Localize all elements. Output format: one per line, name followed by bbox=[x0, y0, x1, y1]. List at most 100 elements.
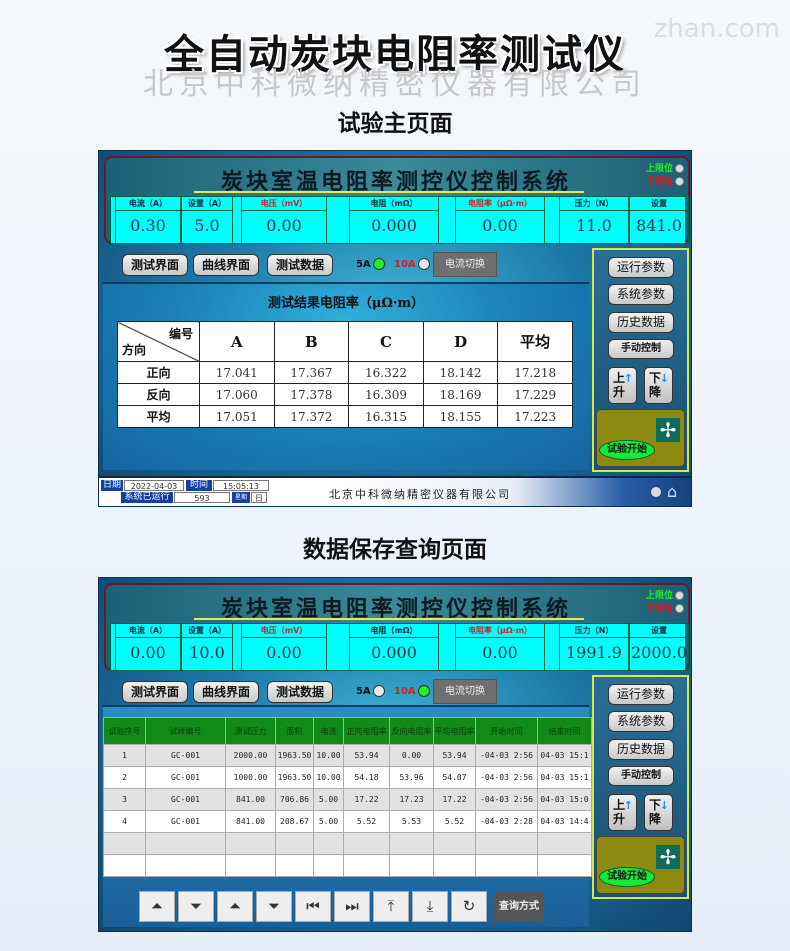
lower-limit-indicator: 下限位 bbox=[646, 174, 684, 187]
current-switch-button[interactable]: 电流切换 bbox=[433, 679, 497, 704]
table-cell bbox=[225, 854, 276, 877]
sys-params-button[interactable]: 系统参数 bbox=[608, 711, 674, 732]
lower-limit-led-icon bbox=[675, 604, 684, 613]
table-row[interactable]: 1 GC-001 2000.00 1963.50 10.00 53.94 0.00 53.94… bbox=[103, 744, 592, 767]
scroll-down-icon[interactable]: ⏷ bbox=[256, 891, 292, 922]
raise-button[interactable]: 上升 ↑ bbox=[608, 794, 637, 831]
measure-value: 11.0 bbox=[576, 216, 612, 235]
table-cell bbox=[537, 854, 592, 877]
table-cell: 2000.00 bbox=[225, 744, 276, 767]
table-cell: 53.94 bbox=[433, 744, 476, 767]
measure-cell: 电阻（mΩ） 0.000 bbox=[349, 197, 439, 243]
table-cell: 53.96 bbox=[389, 766, 434, 789]
results-table: 编号 方向 A B C D 平均 正向 17.041 17.367 16.322 18.142 17.2… bbox=[117, 321, 573, 428]
measure-value: 0.00 bbox=[130, 643, 166, 662]
table-row[interactable]: 4 GC-001 841.00 208.67 5.00 5.52 5.53 5.52 -04-0… bbox=[103, 810, 592, 833]
result-cell: 18.169 bbox=[422, 383, 499, 406]
column-header: 测试压力 bbox=[225, 717, 276, 745]
measure-cell: 设置（A） 10.0 bbox=[181, 624, 233, 670]
prev-icon[interactable]: ⏮ bbox=[295, 891, 331, 922]
test-data-button[interactable]: 测试数据 bbox=[267, 254, 333, 276]
current-switch-button[interactable]: 电流切换 bbox=[433, 252, 497, 277]
lower-button[interactable]: 下降 ↓ bbox=[644, 794, 673, 831]
measure-cell: 设置 841.0 bbox=[629, 197, 689, 243]
row-label: 反向 bbox=[117, 383, 200, 406]
table-cell bbox=[389, 854, 434, 877]
start-area: ✢ 试验开始 bbox=[596, 409, 685, 467]
table-row[interactable] bbox=[103, 832, 592, 855]
table-cell: 1963.50 bbox=[275, 744, 314, 767]
start-area: ✢ 试验开始 bbox=[596, 836, 685, 894]
next-icon[interactable]: ⏭ bbox=[334, 891, 370, 922]
upper-limit-led-icon bbox=[675, 591, 684, 600]
test-screen-button[interactable]: 测试界面 bbox=[122, 254, 188, 276]
time-label: 时间 bbox=[186, 480, 212, 491]
run-params-button[interactable]: 运行参数 bbox=[608, 257, 674, 278]
measure-label: 电阻（mΩ） bbox=[350, 624, 438, 638]
result-cell: 17.378 bbox=[273, 383, 350, 406]
measure-label: 设置 bbox=[630, 197, 688, 211]
result-cell: 17.367 bbox=[273, 361, 350, 384]
refresh-icon[interactable]: ↻ bbox=[451, 891, 487, 922]
fan-icon: ✢ bbox=[656, 418, 680, 442]
scroll-up-icon[interactable]: ⏶ bbox=[217, 891, 253, 922]
table-cell: -04-03 2:56 bbox=[475, 744, 538, 767]
table-cell bbox=[103, 854, 146, 877]
table-row: 反向 17.060 17.378 16.309 18.169 17.229 bbox=[117, 383, 573, 406]
result-cell: 17.372 bbox=[273, 405, 350, 428]
table-cell bbox=[433, 832, 476, 855]
table-row[interactable]: 2 GC-001 1000.00 1963.50 10.00 54.18 53.96 54.0… bbox=[103, 766, 592, 789]
main-title: 全自动炭块电阻率测试仪 bbox=[164, 32, 626, 78]
history-button[interactable]: 历史数据 bbox=[608, 739, 674, 760]
measure-value: 2000.0 bbox=[631, 643, 687, 662]
led-5a: 5A bbox=[356, 258, 385, 270]
result-cell: 17.051 bbox=[199, 405, 275, 428]
result-cell: 17.229 bbox=[497, 383, 573, 406]
table-cell: 17.23 bbox=[389, 788, 434, 811]
arrow-down-icon: ↓ bbox=[659, 372, 669, 385]
result-cell: 17.223 bbox=[497, 405, 573, 428]
measure-value: 0.30 bbox=[130, 216, 166, 235]
start-test-button[interactable]: 试验开始 bbox=[599, 867, 655, 887]
led-5a: 5A bbox=[356, 685, 385, 697]
curve-screen-button[interactable]: 曲线界面 bbox=[193, 254, 259, 276]
test-screen-button[interactable]: 测试界面 bbox=[122, 681, 188, 703]
bottom-icon[interactable]: ⤓ bbox=[412, 891, 448, 922]
test-data-button[interactable]: 测试数据 bbox=[267, 681, 333, 703]
start-test-button[interactable]: 试验开始 bbox=[599, 440, 655, 460]
measure-value: 0.00 bbox=[266, 643, 302, 662]
runtime-value: 593 bbox=[174, 492, 230, 503]
title-underline bbox=[194, 191, 584, 193]
page-last-icon[interactable]: ⏷ bbox=[178, 891, 214, 922]
curve-screen-button[interactable]: 曲线界面 bbox=[193, 681, 259, 703]
measure-value: 5.0 bbox=[194, 216, 220, 235]
measure-label: 电阻率（μΩ·m） bbox=[456, 624, 544, 638]
home-icon[interactable]: ⌂ bbox=[667, 482, 678, 501]
side-control-panel: 运行参数 系统参数 历史数据 手动控制 上升 ↑ 下降 ↓ ✢ 试验开始 bbox=[592, 675, 689, 899]
table-cell: 841.00 bbox=[225, 788, 276, 811]
table-cell: 17.22 bbox=[343, 788, 390, 811]
manual-control-button[interactable]: 手动控制 bbox=[608, 339, 674, 359]
top-icon[interactable]: ⤒ bbox=[373, 891, 409, 922]
table-cell: 1963.50 bbox=[275, 766, 314, 789]
page-first-icon[interactable]: ⏶ bbox=[139, 891, 175, 922]
table-cell bbox=[475, 832, 538, 855]
query-mode-button[interactable]: 查询方式 bbox=[494, 891, 544, 922]
table-cell: 0.00 bbox=[389, 744, 434, 767]
table-row[interactable]: 3 GC-001 841.00 706.86 5.00 17.22 17.23 17.22 -0… bbox=[103, 788, 592, 811]
measure-label: 电阻（mΩ） bbox=[350, 197, 438, 211]
measure-label: 电流（A） bbox=[116, 624, 180, 638]
fan-icon: ✢ bbox=[656, 845, 680, 869]
table-row[interactable] bbox=[103, 854, 592, 877]
column-header: C bbox=[348, 321, 424, 362]
history-button[interactable]: 历史数据 bbox=[608, 312, 674, 333]
led-10a-icon bbox=[417, 258, 430, 270]
table-cell: 5.00 bbox=[313, 810, 344, 833]
table-cell bbox=[313, 854, 344, 877]
measure-label: 压力（N） bbox=[560, 197, 628, 211]
run-params-button[interactable]: 运行参数 bbox=[608, 684, 674, 705]
lower-button[interactable]: 下降 ↓ bbox=[644, 367, 673, 404]
manual-control-button[interactable]: 手动控制 bbox=[608, 766, 674, 786]
raise-button[interactable]: 上升 ↑ bbox=[608, 367, 637, 404]
sys-params-button[interactable]: 系统参数 bbox=[608, 284, 674, 305]
